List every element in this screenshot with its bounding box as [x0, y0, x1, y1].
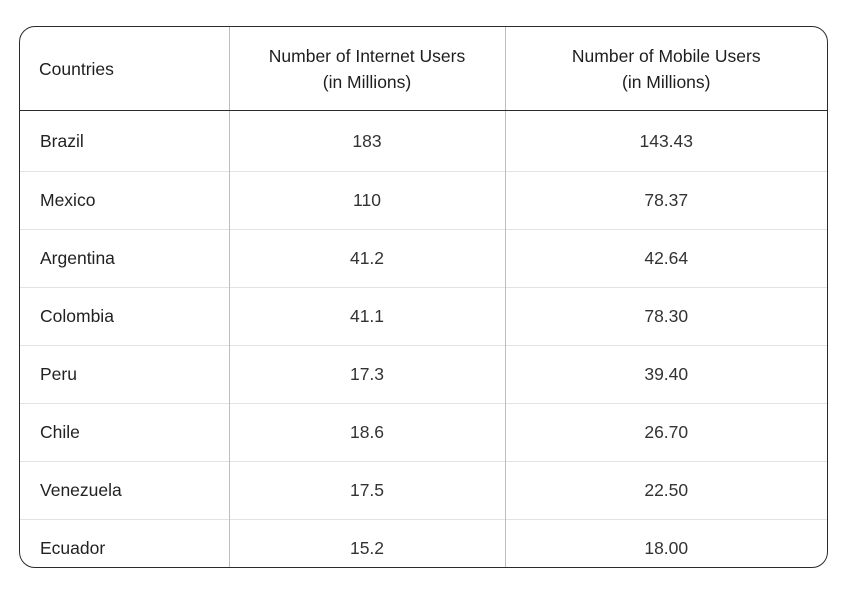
- table-row: Ecuador 15.2 18.00: [20, 519, 827, 567]
- cell-mobile-users: 22.50: [505, 461, 827, 520]
- cell-mobile-users: 143.43: [639, 130, 694, 151]
- cell-internet-users: 41.2: [229, 229, 506, 288]
- header-countries-label: Countries: [39, 58, 114, 79]
- table-row: Peru 17.3 39.40: [20, 345, 827, 404]
- table-body: Brazil 183 143.43 Mexico 110 78.37 Argentina 41…: [20, 110, 827, 567]
- header-mobile-line2: (in Millions): [622, 71, 711, 92]
- table-row: Argentina 41.2 42.64: [20, 229, 827, 288]
- cell-mobile-users: 78.37: [505, 171, 827, 230]
- cell-internet-users: 15.2: [229, 519, 506, 567]
- header-row: Countries Number of Internet Users (in M…: [20, 27, 827, 111]
- cell-mobile-users: 78.30: [505, 287, 827, 346]
- cell-country: Brazil: [20, 110, 230, 172]
- cell-mobile-users: 26.70: [505, 403, 827, 462]
- cell-mobile-users: 18.00: [505, 519, 827, 567]
- cell-country: Chile: [20, 403, 230, 462]
- cell-internet-users: 17.5: [229, 461, 506, 520]
- cell-country: Ecuador: [20, 519, 230, 567]
- header-countries: Countries: [20, 27, 230, 111]
- header-internet-users: Number of Internet Users (in Millions): [229, 27, 506, 111]
- cell-internet-users: 18.6: [229, 403, 506, 462]
- cell-country: Venezuela: [20, 461, 230, 520]
- table-row: Chile 18.6 26.70: [20, 403, 827, 462]
- cell-country: Peru: [20, 345, 230, 404]
- cell-country: Mexico: [20, 171, 230, 230]
- header-mobile-users: Number of Mobile Users (in Millions): [505, 27, 827, 111]
- table-row: Colombia 41.1 78.30: [20, 287, 827, 346]
- table-row: Venezuela 17.5 22.50: [20, 461, 827, 520]
- table-row: Mexico 110 78.37: [20, 171, 827, 230]
- header-mobile-line1: Number of Mobile Users: [571, 45, 761, 66]
- cell-internet-users: 17.3: [229, 345, 506, 404]
- cell-mobile-users: 42.64: [505, 229, 827, 288]
- table-row: Brazil 183 143.43: [20, 110, 827, 172]
- table-header: Countries Number of Internet Users (in M…: [20, 27, 827, 111]
- cell-internet-users: 110: [229, 171, 506, 230]
- header-internet-line2: (in Millions): [322, 71, 412, 92]
- cell-internet-users: 183: [229, 110, 506, 172]
- data-table-container: Countries Number of Internet Users (in M…: [19, 26, 828, 568]
- header-internet-line1: Number of Internet Users: [268, 45, 466, 66]
- cell-country: Colombia: [20, 287, 230, 346]
- cell-mobile-users: 39.40: [505, 345, 827, 404]
- data-table: Countries Number of Internet Users (in M…: [20, 27, 827, 567]
- cell-country: Argentina: [20, 229, 230, 288]
- cell-internet-users: 41.1: [229, 287, 506, 346]
